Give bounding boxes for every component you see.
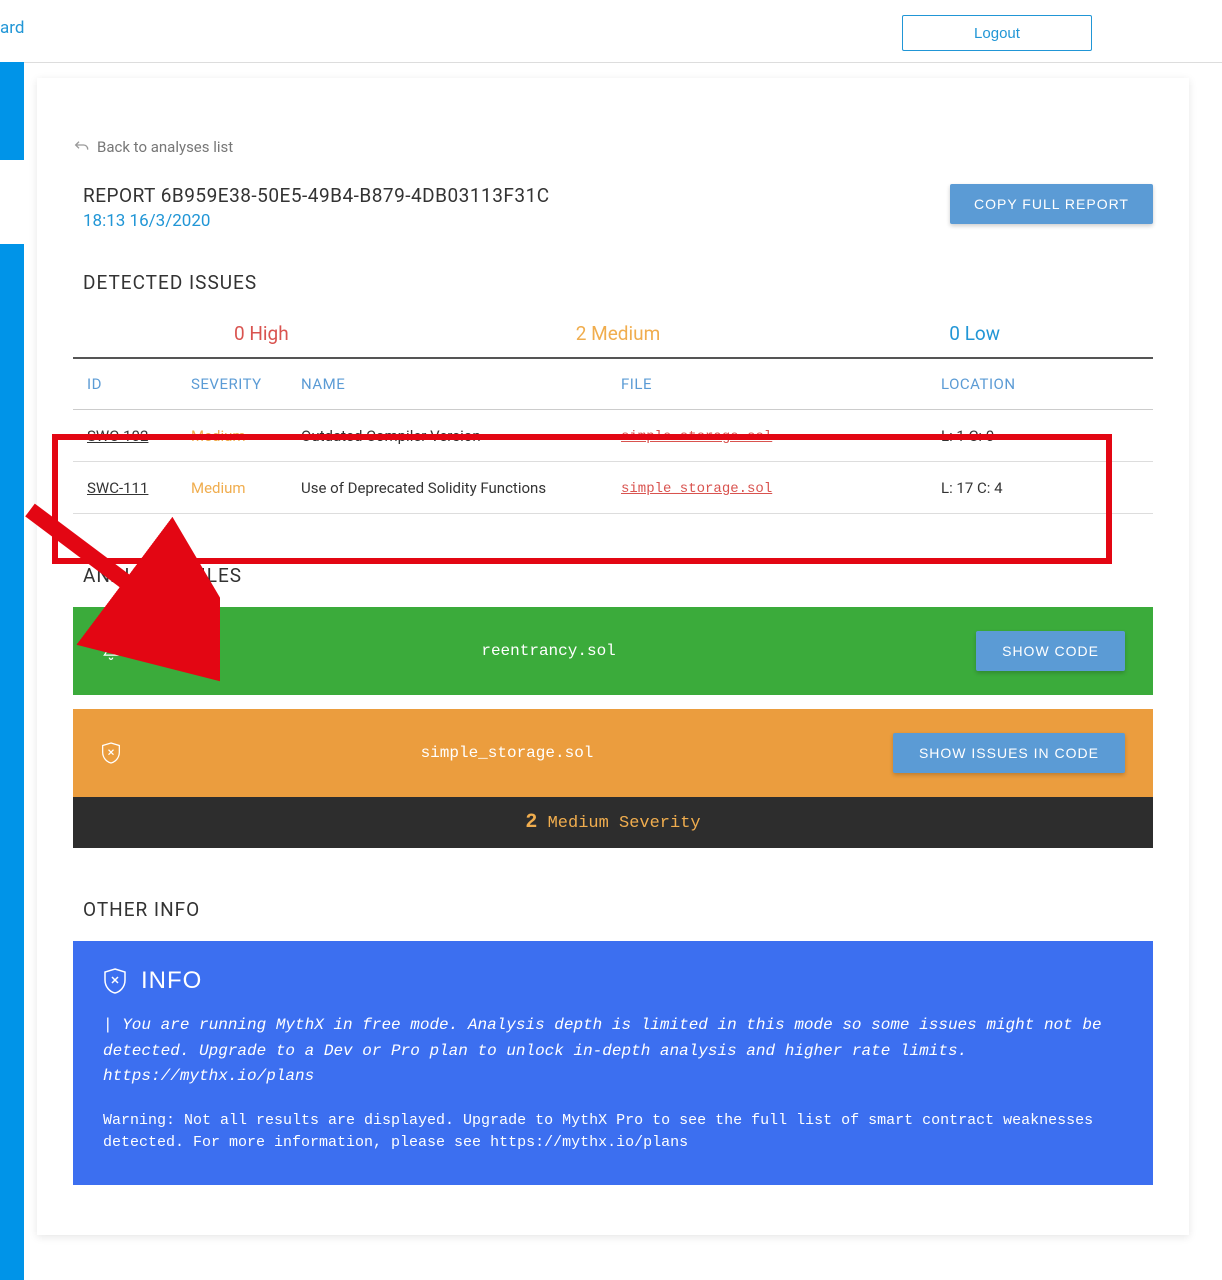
analysed-file-row: simple_storage.sol SHOW ISSUES IN CODE bbox=[73, 709, 1153, 797]
tab-low[interactable]: 0 Low bbox=[796, 314, 1153, 357]
logout-button[interactable]: Logout bbox=[902, 15, 1092, 51]
issue-name: Use of Deprecated Solidity Functions bbox=[293, 462, 613, 514]
col-file: FILE bbox=[613, 359, 933, 410]
back-link[interactable]: Back to analyses list bbox=[73, 138, 1153, 156]
copy-report-button[interactable]: COPY FULL REPORT bbox=[950, 184, 1153, 224]
tab-high[interactable]: 0 High bbox=[83, 314, 440, 357]
file-action-button[interactable]: SHOW ISSUES IN CODE bbox=[893, 733, 1125, 773]
col-severity: SEVERITY bbox=[183, 359, 293, 410]
info-box: INFO | You are running MythX in free mod… bbox=[73, 941, 1153, 1185]
issue-id-link[interactable]: SWC-111 bbox=[87, 479, 148, 497]
issue-name: Outdated Compiler Version bbox=[293, 410, 613, 462]
issue-id-link[interactable]: SWC-102 bbox=[87, 427, 148, 445]
sidebar-accent-1 bbox=[0, 62, 24, 160]
severity-tabs: 0 High 2 Medium 0 Low bbox=[73, 314, 1153, 359]
bell-icon bbox=[101, 639, 121, 663]
info-title: INFO bbox=[141, 967, 202, 995]
file-name: reentrancy.sol bbox=[121, 642, 976, 660]
info-text-2: Warning: Not all results are displayed. … bbox=[103, 1110, 1123, 1155]
analysed-file-row: reentrancy.sol SHOW CODE bbox=[73, 607, 1153, 695]
back-link-text: Back to analyses list bbox=[97, 138, 233, 156]
issues-table: ID SEVERITY NAME FILE LOCATION SWC-102 M… bbox=[73, 359, 1153, 514]
info-header: INFO bbox=[103, 967, 1123, 995]
shield-x-icon bbox=[101, 741, 121, 765]
main-card: Back to analyses list REPORT 6B959E38-50… bbox=[37, 78, 1189, 1235]
file-name: simple_storage.sol bbox=[121, 744, 893, 762]
sidebar-accent-2 bbox=[0, 244, 24, 1280]
shield-x-icon bbox=[103, 967, 127, 995]
table-row[interactable]: SWC-102 Medium Outdated Compiler Version… bbox=[73, 410, 1153, 462]
tab-medium[interactable]: 2 Medium bbox=[440, 314, 797, 357]
severity-bar: 2 Medium Severity bbox=[73, 797, 1153, 848]
severity-count: 2 bbox=[525, 811, 537, 834]
col-location: LOCATION bbox=[933, 359, 1153, 410]
report-title: REPORT 6B959E38-50E5-49B4-B879-4DB03113F… bbox=[83, 184, 550, 207]
detected-issues-heading: DETECTED ISSUES bbox=[73, 271, 1153, 294]
issue-file-link[interactable]: simple_storage.sol bbox=[621, 429, 772, 445]
issue-location: L: 17 C: 4 bbox=[933, 462, 1153, 514]
file-action-button[interactable]: SHOW CODE bbox=[976, 631, 1125, 671]
issue-severity: Medium bbox=[183, 410, 293, 462]
issue-location: L: 1 C: 0 bbox=[933, 410, 1153, 462]
report-header: REPORT 6B959E38-50E5-49B4-B879-4DB03113F… bbox=[73, 184, 1153, 231]
dashboard-link-fragment[interactable]: ard bbox=[0, 18, 24, 38]
info-text-1: | You are running MythX in free mode. An… bbox=[103, 1013, 1123, 1090]
table-row[interactable]: SWC-111 Medium Use of Deprecated Solidit… bbox=[73, 462, 1153, 514]
topbar: ard Logout bbox=[0, 0, 1222, 63]
back-arrow-icon bbox=[73, 139, 89, 155]
other-info-heading: OTHER INFO bbox=[73, 898, 1153, 921]
report-datetime: 18:13 16/3/2020 bbox=[83, 211, 550, 231]
col-id: ID bbox=[73, 359, 183, 410]
analysed-files-heading: ANALYSED FILES bbox=[73, 564, 1153, 587]
issue-severity: Medium bbox=[183, 462, 293, 514]
issue-file-link[interactable]: simple_storage.sol bbox=[621, 481, 772, 497]
severity-text: Medium Severity bbox=[537, 814, 700, 833]
col-name: NAME bbox=[293, 359, 613, 410]
